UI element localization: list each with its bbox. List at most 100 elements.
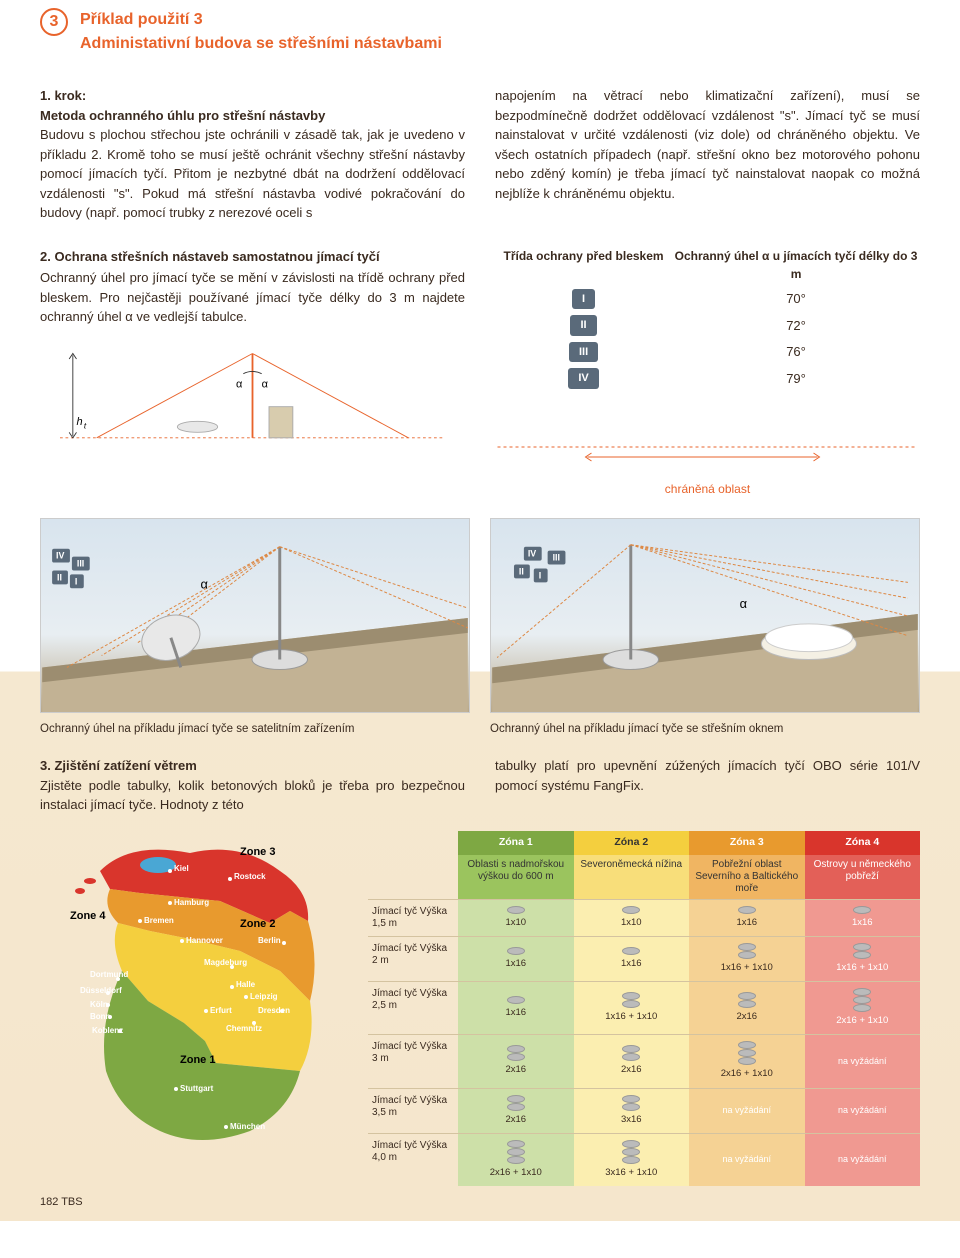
svg-text:Zone 4: Zone 4 [70,910,106,922]
svg-text:Bonn: Bonn [90,1012,111,1021]
svg-text:Zone 1: Zone 1 [180,1054,215,1066]
svg-text:I: I [539,570,541,580]
angle-value: 72° [672,316,920,336]
svg-text:t: t [84,421,87,430]
germany-zone-map: Kiel Rostock Hamburg Bremen Hannover Ber… [40,831,350,1157]
header-title-1: Příklad použití 3 [80,8,442,32]
wind-cell: 2x16 [458,1089,574,1133]
svg-text:α: α [201,576,209,591]
wind-cell: 2x16 + 1x10 [458,1134,574,1186]
protection-angle-table: Třída ochrany před bleskem Ochranný úhel… [495,247,920,389]
svg-text:α: α [740,596,748,611]
row-label: Jímací tyč Výška 2,5 m [368,982,458,1034]
wind-cell: 1x16 + 1x10 [805,937,921,981]
wind-cell: 2x16 + 1x10 [805,982,921,1034]
svg-text:Koblenz: Koblenz [92,1026,123,1035]
wind-cell: 1x16 [458,937,574,981]
step1-left: 1. krok:Metoda ochranného úhlu pro střeš… [40,86,465,223]
angle-diagram: α α h t [40,337,465,447]
step2-heading: 2. Ochrana střešních nástaveb samostatno… [40,247,465,267]
wind-table-row: Jímací tyč Výška 2,5 m1x161x16 + 1x102x1… [368,981,920,1034]
svg-text:II: II [57,572,62,582]
roof-caption-right: Ochranný úhel na příkladu jímací tyče se… [490,721,920,738]
roof-caption-left: Ochranný úhel na příkladu jímací tyče se… [40,721,470,738]
svg-text:Rostock: Rostock [234,872,266,881]
wind-cell: 2x16 [689,982,805,1034]
wind-cell: na vyžádání [689,1134,805,1186]
wind-cell: 1x16 [805,900,921,936]
svg-text:München: München [230,1122,265,1131]
row-label: Jímací tyč Výška 1,5 m [368,900,458,936]
wind-table-row: Jímací tyč Výška 2 m1x161x161x16 + 1x101… [368,936,920,981]
svg-text:IV: IV [528,549,536,559]
svg-text:Dresden: Dresden [258,1006,290,1015]
class-badge: IV [568,368,598,389]
wind-table-row: Jímací tyč Výška 3 m2x162x162x16 + 1x10n… [368,1034,920,1087]
svg-text:h: h [77,416,83,428]
zone-header: Zóna 4 [805,831,921,855]
class-badge: III [569,342,598,363]
wind-load-table: Zóna 1 Zóna 2 Zóna 3 Zóna 4 Oblasti s na… [368,831,920,1186]
wind-table-row: Jímací tyč Výška 3,5 m2x163x16na vyžádán… [368,1088,920,1133]
svg-text:α: α [236,378,243,390]
wind-cell: 3x16 [574,1089,690,1133]
zone-desc: Severoněmecká nížina [574,855,690,899]
wind-cell: 2x16 [574,1035,690,1087]
svg-text:Hannover: Hannover [186,936,223,945]
svg-text:Zone 3: Zone 3 [240,846,275,858]
svg-text:α: α [262,378,269,390]
section-number-badge: 3 [40,8,68,36]
page-footer: 182 TBS [40,1194,920,1221]
zone-header: Zóna 1 [458,831,574,855]
svg-text:Berlin: Berlin [258,936,281,945]
svg-text:Zone 2: Zone 2 [240,918,275,930]
wind-cell: na vyžádání [805,1035,921,1087]
header-title-2: Administativní budova se střešními násta… [80,32,442,56]
wind-cell: na vyžádání [805,1134,921,1186]
svg-text:IV: IV [56,551,64,561]
svg-text:Köln: Köln [90,1000,108,1009]
svg-text:Chemnitz: Chemnitz [226,1024,262,1033]
zone-desc: Oblasti s nadmořskou výškou do 600 m [458,855,574,899]
protected-area-label: chráněná oblast [495,480,920,498]
wind-cell: 1x10 [574,900,690,936]
svg-text:II: II [519,566,524,576]
row-label: Jímací tyč Výška 3,5 m [368,1089,458,1133]
svg-text:III: III [553,553,560,563]
svg-text:Erfurt: Erfurt [210,1006,232,1015]
zone-desc: Pobřežní oblast Severního a Baltického m… [689,855,805,899]
svg-text:Stuttgart: Stuttgart [180,1084,214,1093]
wind-cell: 1x16 [574,937,690,981]
wind-cell: na vyžádání [805,1089,921,1133]
step2-text: Ochranný úhel pro jímací tyče se mění v … [40,268,465,327]
wind-cell: 1x16 + 1x10 [689,937,805,981]
svg-text:Halle: Halle [236,980,256,989]
svg-text:Bremen: Bremen [144,916,174,925]
angle-value: 76° [672,342,920,362]
zone-header: Zóna 3 [689,831,805,855]
angle-table-col2-header: Ochranný úhel α u jímacích tyčí délky do… [672,247,920,283]
zone-header: Zóna 2 [574,831,690,855]
class-badge: II [570,315,596,336]
row-label: Jímací tyč Výška 2 m [368,937,458,981]
svg-text:III: III [77,559,84,569]
wind-cell: 3x16 + 1x10 [574,1134,690,1186]
step3-right: tabulky platí pro upevnění zúžených jíma… [495,756,920,795]
roof-illustration-window: α IV III II I [490,518,920,713]
svg-text:Leipzig: Leipzig [250,992,278,1001]
wind-cell: 2x16 [458,1035,574,1087]
svg-text:Düsseldorf: Düsseldorf [80,986,122,995]
step3-left: 3. Zjištění zatížení větremZjistěte podl… [40,756,465,815]
wind-table-row: Jímací tyč Výška 1,5 m1x101x101x161x16 [368,899,920,936]
zone-desc: Ostrovy u německého pobřeží [805,855,921,899]
row-label: Jímací tyč Výška 4,0 m [368,1134,458,1186]
svg-text:Magdeburg: Magdeburg [204,958,247,967]
wind-cell: na vyžádání [689,1089,805,1133]
wind-cell: 1x16 [689,900,805,936]
wind-cell: 1x16 + 1x10 [574,982,690,1034]
wind-cell: 2x16 + 1x10 [689,1035,805,1087]
wind-cell: 1x10 [458,900,574,936]
class-badge: I [572,289,595,310]
angle-table-col1-header: Třída ochrany před bleskem [495,247,672,283]
svg-text:Hamburg: Hamburg [174,898,209,907]
